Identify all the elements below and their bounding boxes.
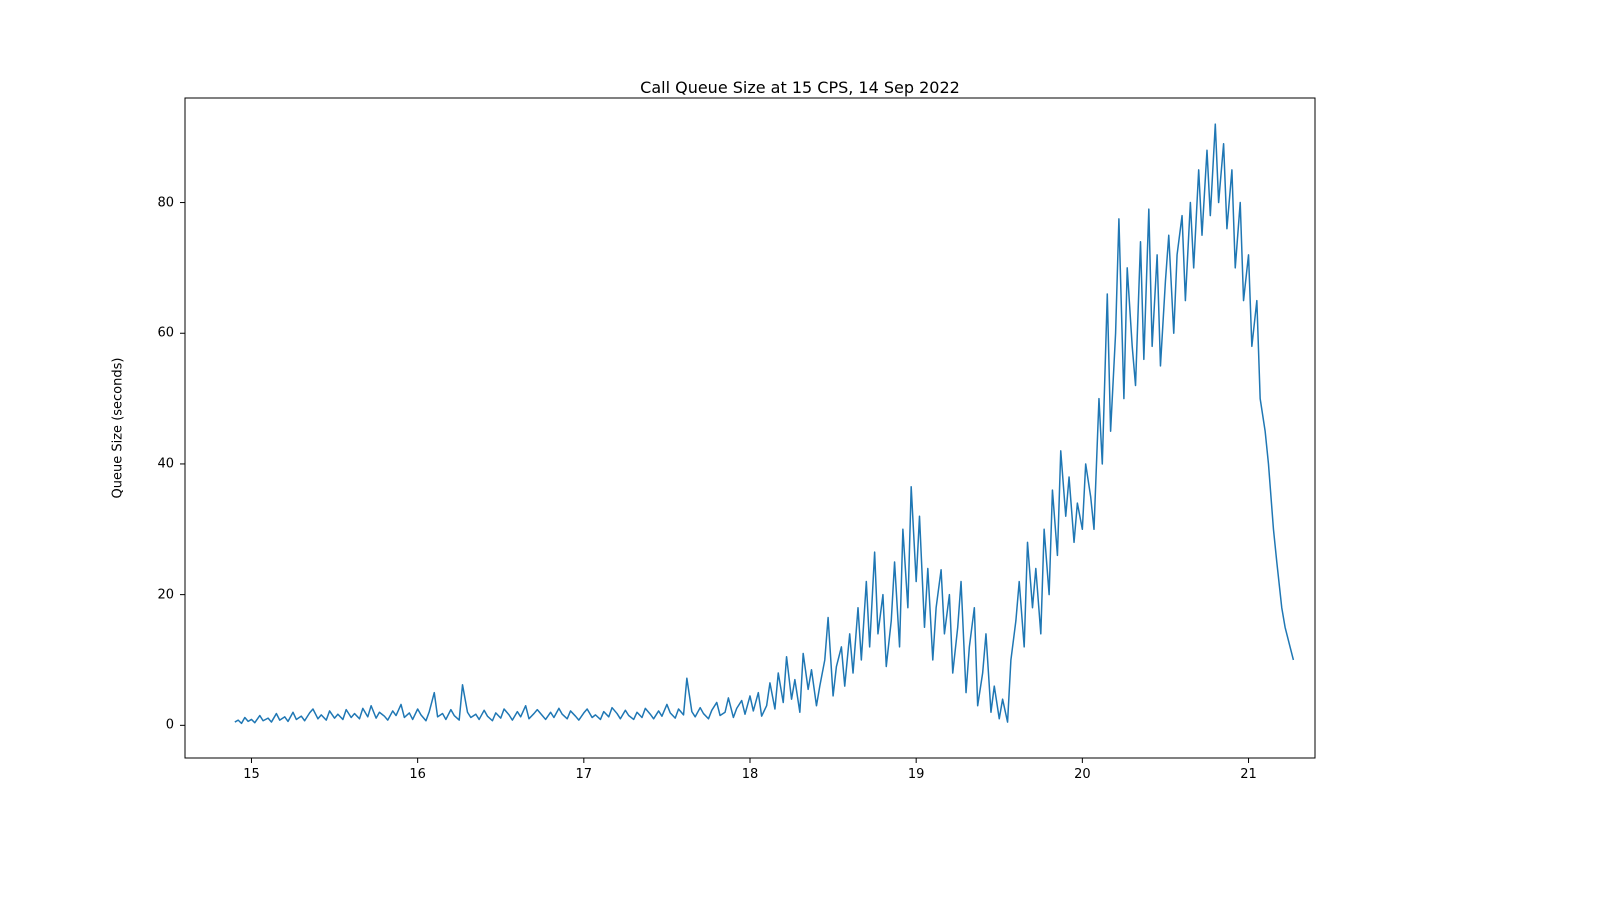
y-axis-label: Queue Size (seconds) xyxy=(111,358,126,499)
x-tick-label: 17 xyxy=(576,767,593,782)
x-tick-label: 21 xyxy=(1240,767,1257,782)
y-tick-label: 40 xyxy=(146,456,174,471)
y-tick-label: 80 xyxy=(146,195,174,210)
chart-title: Call Queue Size at 15 CPS, 14 Sep 2022 xyxy=(0,78,1600,97)
x-tick-label: 16 xyxy=(409,767,426,782)
x-tick-label: 19 xyxy=(908,767,925,782)
chart-container: Call Queue Size at 15 CPS, 14 Sep 2022 Q… xyxy=(0,0,1600,914)
y-tick-label: 0 xyxy=(146,718,174,733)
y-tick-label: 20 xyxy=(146,587,174,602)
plot-border xyxy=(185,98,1315,758)
data-line xyxy=(235,124,1294,723)
x-tick-label: 15 xyxy=(243,767,260,782)
y-tick-label: 60 xyxy=(146,326,174,341)
x-ticks xyxy=(251,758,1248,763)
y-ticks xyxy=(180,203,185,726)
x-tick-label: 18 xyxy=(742,767,759,782)
plot-svg xyxy=(185,98,1315,758)
x-tick-label: 20 xyxy=(1074,767,1091,782)
